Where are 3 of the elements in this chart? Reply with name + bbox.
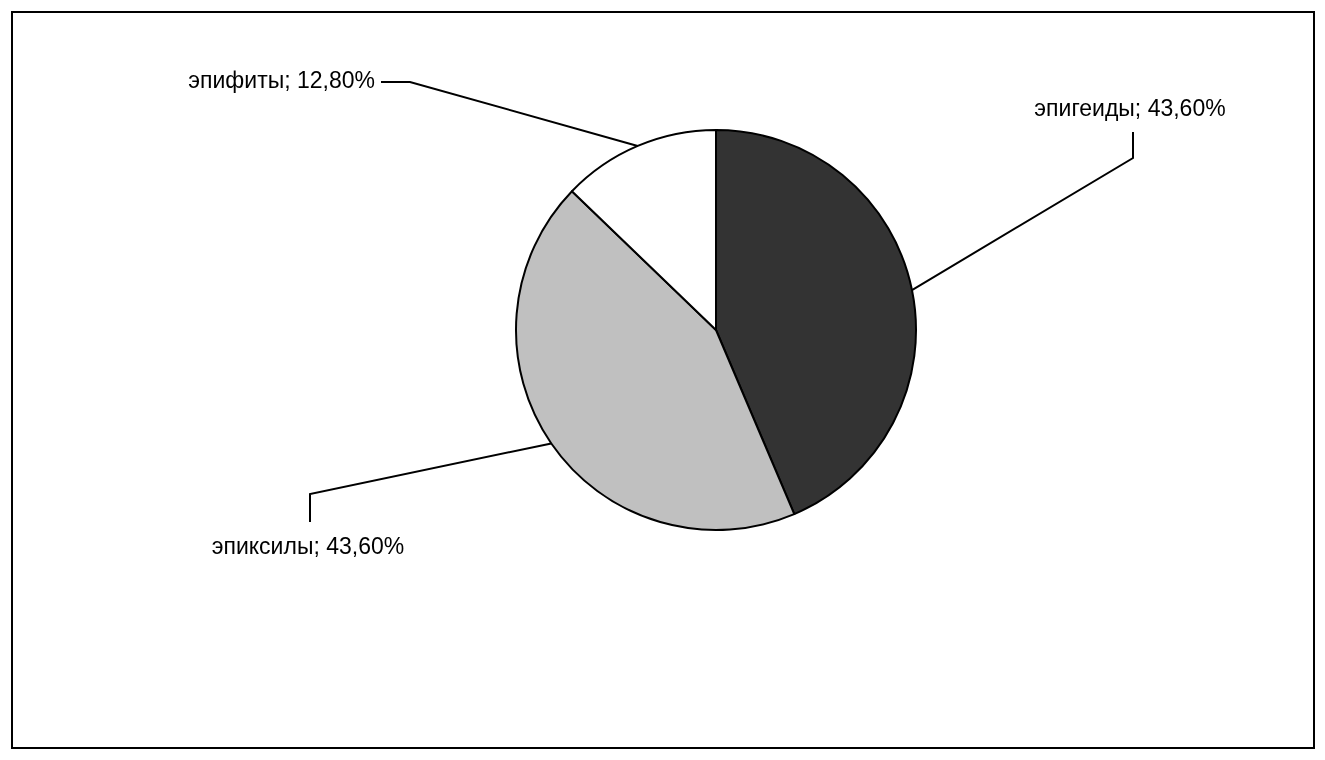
slice-label: эпигеиды; 43,60% <box>1034 95 1226 122</box>
slice-label: эпифиты; 12,80% <box>188 67 375 94</box>
slice-label: эпиксилы; 43,60% <box>211 533 405 560</box>
